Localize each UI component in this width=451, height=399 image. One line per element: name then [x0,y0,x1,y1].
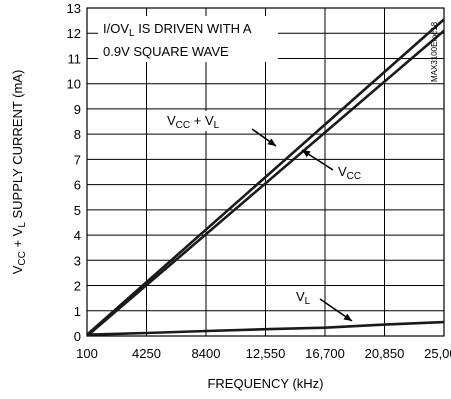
chart-code: MAX3100Etoc18 [430,21,439,82]
series-line-2 [86,320,445,336]
y-tick-label: 0 [74,329,81,344]
y-tick-label: 9 [74,102,81,117]
arrow-vcc-vl-head [267,138,276,146]
y-tick-label: 1 [74,304,81,319]
x-tick-label: 12,550 [246,346,286,361]
series-lines [86,18,445,337]
x-tick-labels: 100 4250 8400 12,550 16,700 20,850 25,000 [76,346,451,361]
y-tick-label: 7 [74,152,81,167]
x-tick-label: 8400 [192,346,221,361]
arrow-vcc-head [302,150,311,158]
x-axis-label: FREQUENCY (kHz) [207,376,323,391]
annotation-line2: 0.9V SQUARE WAVE [103,44,229,59]
y-tick-label: 2 [74,279,81,294]
y-axis-label: VCC + VL SUPPLY CURRENT (mA) [10,70,28,275]
series-label-vcc: VCC [338,164,361,182]
series-label-vl: VL [296,289,311,307]
y-tick-label: 6 [74,178,81,193]
x-tick-label: 100 [76,346,98,361]
series-label-vcc-vl: VCC + VL [167,113,220,131]
series-line-1 [86,29,445,337]
series-line-0 [86,18,445,336]
x-tick-label: 4250 [132,346,161,361]
y-tick-label: 5 [74,203,81,218]
y-tick-label: 3 [74,253,81,268]
x-tick-label: 20,850 [365,346,405,361]
y-tick-label: 11 [68,51,82,66]
plot-frame [86,7,445,337]
y-tick-label: 10 [67,77,81,92]
label-arrows [251,128,353,322]
arrow-vl-head [343,313,352,321]
x-tick-label: 16,700 [305,346,345,361]
y-tick-label: 4 [74,228,81,243]
x-tick-label: 25,000 [424,346,451,361]
annotation-line1: I/OVL IS DRIVEN WITH A [103,21,252,39]
y-tick-label: 13 [67,1,81,16]
annotation-box [98,16,278,62]
y-tick-label: 12 [67,26,81,41]
y-tick-label: 8 [74,127,81,142]
